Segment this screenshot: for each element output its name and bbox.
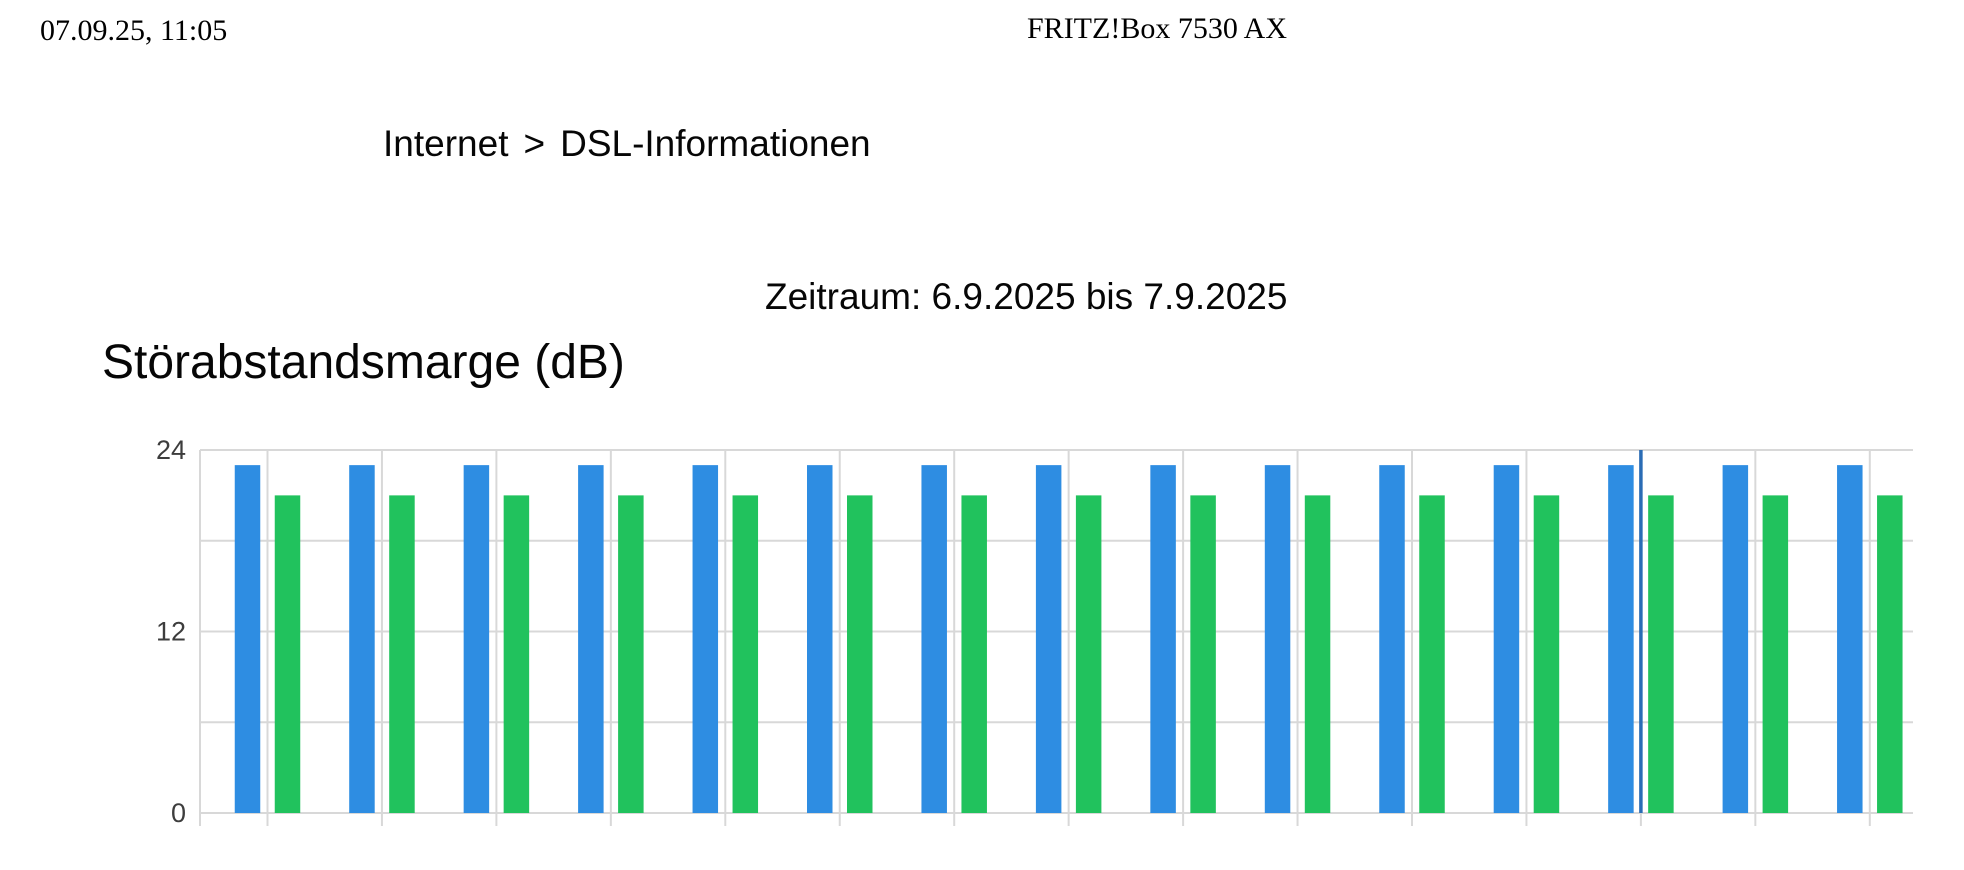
bar-green (618, 495, 644, 813)
y-tick-label: 12 (156, 617, 186, 647)
bar-blue (1150, 465, 1176, 813)
bar-green (961, 495, 987, 813)
bar-green (847, 495, 873, 813)
bar-green (1304, 495, 1331, 813)
bar-green (1762, 495, 1789, 813)
bar-blue (349, 465, 375, 813)
bar-blue (1493, 465, 1520, 813)
breadcrumb: Internet > DSL-Informationen (383, 123, 871, 165)
bar-blue (1722, 465, 1749, 813)
bar-green (1419, 495, 1445, 813)
breadcrumb-separator: > (523, 123, 546, 164)
breadcrumb-section: Internet (383, 123, 509, 164)
bar-blue (463, 465, 490, 813)
bar-blue (578, 465, 604, 813)
bar-green (1877, 495, 1903, 813)
bar-blue (1264, 465, 1291, 813)
bar-green (1648, 495, 1674, 813)
bar-green (1533, 495, 1560, 813)
bar-blue (1035, 465, 1062, 813)
bar-green (1190, 495, 1216, 813)
bar-green (1075, 495, 1102, 813)
bar-green (503, 495, 530, 813)
bar-green (389, 495, 415, 813)
bar-blue (1379, 465, 1405, 813)
bar-green (732, 495, 759, 813)
period-label: Zeitraum: 6.9.2025 bis 7.9.2025 (765, 276, 1288, 317)
bar-blue (807, 465, 833, 813)
bar-blue (1837, 465, 1863, 813)
bar-blue (1608, 465, 1634, 813)
print-header-device-title: FRITZ!Box 7530 AX (1027, 12, 1288, 45)
bar-green (274, 495, 301, 813)
bar-blue (234, 465, 261, 813)
bar-blue (921, 465, 947, 813)
print-header-datetime: 07.09.25, 11:05 (40, 14, 228, 47)
y-tick-label: 24 (156, 435, 186, 465)
chart-title: Störabstandsmarge (dB) (102, 336, 625, 389)
bar-blue (692, 465, 719, 813)
y-tick-label: 0 (171, 798, 186, 828)
breadcrumb-page: DSL-Informationen (560, 123, 871, 164)
